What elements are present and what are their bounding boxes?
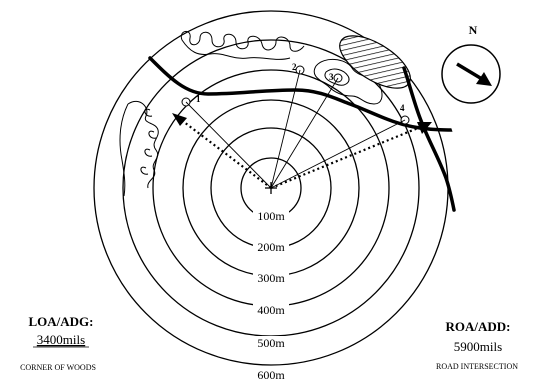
left-limit-line xyxy=(179,118,272,189)
point-1-label: 1 xyxy=(196,94,201,104)
left-limit-arrowhead xyxy=(172,113,187,126)
range-labels: 100m 200m 300m 400m 500m 600m xyxy=(253,209,289,382)
ring-label-400m: 400m xyxy=(257,303,285,317)
compass-arrow-icon xyxy=(476,72,492,86)
ring-label-200m: 200m xyxy=(257,240,285,254)
target-lines xyxy=(185,69,406,189)
right-limit-arrowhead xyxy=(417,122,432,134)
right-reference-title: ROA/ADD: xyxy=(446,319,511,334)
woods-top-outline xyxy=(180,31,305,60)
line-to-point-3 xyxy=(270,77,339,189)
point-4-label: 4 xyxy=(400,103,405,113)
point-3-label: 3 xyxy=(329,72,334,82)
compass-north-label: N xyxy=(469,23,478,37)
right-reference-description: ROAD INTERSECTION xyxy=(436,362,518,371)
line-to-point-2 xyxy=(270,69,301,189)
position-marker xyxy=(265,182,277,194)
line-to-point-1 xyxy=(185,101,272,189)
left-reference: LOA/ADG: 3400mils CORNER OF WOODS xyxy=(20,314,96,372)
terrain xyxy=(119,31,383,197)
ring-label-500m: 500m xyxy=(257,336,285,350)
line-to-point-4 xyxy=(270,119,406,189)
roads xyxy=(148,56,461,212)
side-road xyxy=(402,66,456,212)
right-limit-line xyxy=(270,126,419,190)
compass-arrow-shaft xyxy=(456,62,483,81)
woods-left-loops xyxy=(140,108,157,175)
ring-label-600m: 600m xyxy=(257,368,285,382)
point-2-label: 2 xyxy=(292,62,297,72)
left-reference-description: CORNER OF WOODS xyxy=(20,363,96,372)
woods-left-outline xyxy=(119,100,159,197)
woods-center-outline xyxy=(313,59,383,105)
right-reference: ROA/ADD: 5900mils ROAD INTERSECTION xyxy=(436,319,518,371)
left-reference-title: LOA/ADG: xyxy=(29,314,94,329)
ring-label-300m: 300m xyxy=(257,271,285,285)
ring-label-100m: 100m xyxy=(257,209,285,223)
sector-limits xyxy=(172,113,432,190)
north-compass: N xyxy=(441,23,501,104)
woods-center-inner xyxy=(324,68,350,86)
compass-circle xyxy=(441,44,501,104)
right-reference-value: 5900mils xyxy=(454,339,502,354)
left-reference-value: 3400mils xyxy=(37,332,85,347)
